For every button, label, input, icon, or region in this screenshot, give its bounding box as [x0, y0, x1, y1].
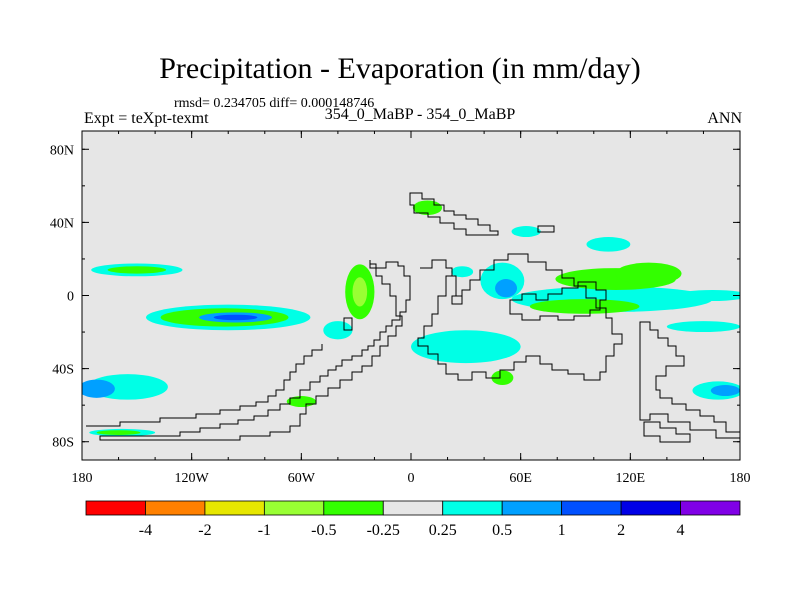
coastline-europe-africa — [417, 253, 623, 381]
coastline-island-c — [537, 225, 555, 233]
anomaly-patch — [323, 321, 353, 340]
coastline-greenland — [409, 192, 499, 236]
colorbar-swatch — [263, 500, 325, 516]
anomaly-patch — [666, 321, 740, 333]
anomaly-patch — [511, 226, 541, 238]
stats-label: rmsd= 0.234705 diff= 0.000148746 — [174, 96, 375, 111]
anomaly-patch — [491, 370, 514, 386]
coastline-layer — [86, 192, 740, 443]
anomaly-layer — [82, 200, 740, 437]
anomaly-patch — [529, 299, 640, 314]
lon-tick-label: 180 — [730, 471, 751, 486]
coastline-west-america — [86, 344, 323, 427]
colorbar-swatch — [145, 500, 206, 516]
colorbar-swatch — [204, 500, 265, 516]
lat-tick-label: 0 — [67, 290, 74, 305]
anomaly-patch — [676, 290, 740, 301]
colorbar-label: 0.5 — [492, 522, 512, 539]
colorbar-label: 4 — [677, 522, 685, 539]
coastline-asia — [509, 281, 607, 321]
anomaly-patch — [213, 314, 258, 321]
longitude-ticks: 180 120W 60W 0 60E 120E 180 — [72, 131, 751, 486]
anomaly-patch — [495, 279, 518, 298]
colorbar-swatch — [680, 500, 741, 516]
colorbar-swatch — [323, 500, 384, 516]
lon-tick-label: 0 — [408, 471, 415, 486]
anomaly-patch — [107, 266, 167, 274]
colorbar-label: -1 — [258, 522, 271, 539]
coastline-south-east — [643, 421, 691, 443]
lat-tick-label: 40S — [52, 363, 74, 378]
colorbar-label: -0.25 — [367, 522, 400, 539]
anomaly-patch — [586, 237, 631, 252]
anomaly-patch — [615, 262, 682, 285]
case-label: 354_0_MaBP - 354_0_MaBP — [324, 106, 516, 123]
latitude-ticks: 80N 40N 0 40S 80S — [50, 143, 740, 451]
coastline-america — [99, 260, 411, 441]
anomaly-patch — [82, 379, 115, 398]
colorbar-label: 0.25 — [429, 522, 457, 539]
colorbar: -4 -2 -1 -0.5 -0.25 0.25 0.5 1 2 4 — [85, 500, 741, 539]
colorbar-label: -0.5 — [311, 522, 336, 539]
experiment-label: Expt = teXpt-texmt — [84, 110, 209, 127]
lat-tick-label: 80S — [52, 436, 74, 451]
lon-tick-label: 60E — [509, 471, 532, 486]
anomaly-patch — [411, 330, 521, 364]
colorbar-swatch — [85, 500, 146, 516]
colorbar-swatch — [442, 500, 503, 516]
anomaly-patch — [412, 200, 443, 216]
colorbar-label: 1 — [558, 522, 566, 539]
lon-tick-label: 120E — [616, 471, 646, 486]
lat-tick-label: 80N — [50, 143, 74, 158]
anomaly-patch — [96, 430, 141, 435]
lon-tick-label: 60W — [288, 471, 316, 486]
lon-tick-label: 180 — [72, 471, 93, 486]
colorbar-label: -2 — [198, 522, 211, 539]
colorbar-swatch — [382, 500, 444, 516]
colorbar-label: 2 — [617, 522, 625, 539]
coastline-island-b — [343, 317, 353, 331]
anomaly-patch — [710, 385, 740, 397]
colorbar-swatch — [501, 500, 563, 516]
anomaly-patch — [352, 277, 368, 307]
coastline-island-a — [451, 295, 463, 305]
coastline-east-land — [639, 321, 740, 439]
colorbar-swatch — [620, 500, 681, 516]
season-label: ANN — [707, 110, 742, 127]
plot-title: Precipitation - Evaporation (in mm/day) — [159, 52, 641, 85]
lat-tick-label: 40N — [50, 216, 74, 231]
colorbar-label: -4 — [139, 522, 152, 539]
anomaly-patch — [451, 266, 474, 278]
colorbar-swatch — [561, 500, 622, 516]
lon-tick-label: 120W — [175, 471, 210, 486]
